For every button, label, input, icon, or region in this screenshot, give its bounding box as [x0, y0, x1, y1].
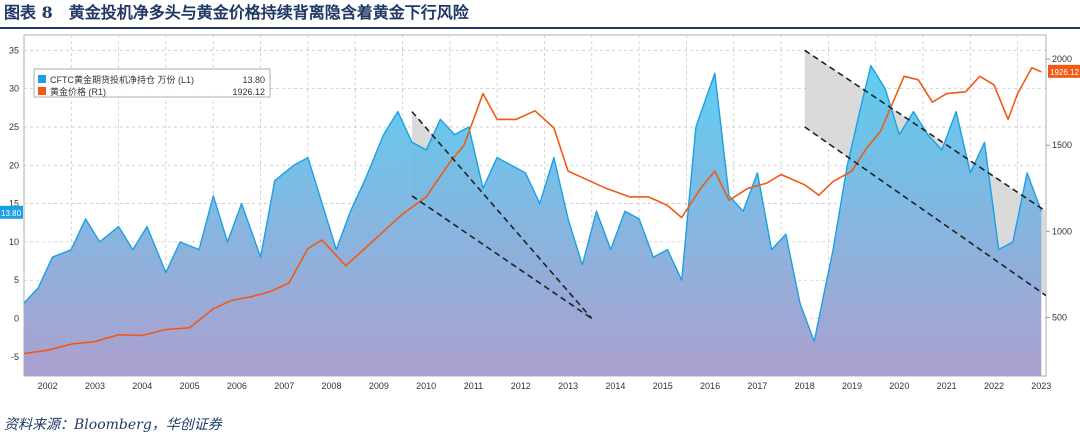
x-tick-label: 2013	[558, 381, 578, 391]
chart-area: 2002 2003 2004 2005 2006 2007 2008 2009 2010 2011…	[0, 31, 1080, 409]
legend-label: CFTC黄金期货投机净持仓 万份 (L1)	[50, 74, 194, 85]
x-tick-label: 2020	[889, 381, 909, 391]
chart-svg: 2002 2003 2004 2005 2006 2007 2008 2009 2010 2011…	[0, 34, 1080, 391]
right-value-badge-text: 1926.12	[1050, 68, 1079, 77]
legend-label: 黄金价格 (R1)	[50, 86, 106, 97]
left-tick-label: 10	[9, 237, 19, 247]
left-tick-label: 20	[9, 160, 19, 170]
x-tick-label: 2012	[511, 381, 531, 391]
x-tick-label: 2014	[605, 381, 625, 391]
left-tick-label: 30	[9, 84, 19, 94]
cftc-line	[24, 65, 1042, 343]
right-tick-label: 2000	[1052, 54, 1072, 64]
x-tick-label: 2004	[132, 381, 152, 391]
x-tick-label: 2016	[700, 381, 720, 391]
left-tick-label: 5	[14, 275, 19, 285]
x-tick-label: 2005	[180, 381, 200, 391]
left-tick-label: 35	[9, 45, 19, 55]
x-tick-label: 2017	[747, 381, 767, 391]
legend-value: 1926.12	[232, 87, 265, 97]
source-note: 资料来源：Bloomberg，华创证券	[4, 417, 222, 433]
left-value-badge-text: 13.80	[1, 209, 22, 218]
x-tick-label: 2006	[227, 381, 247, 391]
right-value-badge	[1048, 64, 1080, 78]
gold-price-line	[24, 66, 1042, 355]
cftc-area	[24, 65, 1042, 376]
right-tick-label: 1500	[1052, 140, 1072, 150]
right-tick-label: 500	[1052, 312, 1067, 322]
x-tick-label: 2021	[937, 381, 957, 391]
x-tick-label: 2002	[38, 381, 58, 391]
x-tick-label: 2019	[842, 381, 862, 391]
left-tick-label: 25	[9, 122, 19, 132]
x-tick-label: 2015	[653, 381, 673, 391]
x-tick-label: 2003	[85, 381, 105, 391]
legend-swatch	[38, 87, 46, 95]
legend-box	[33, 68, 271, 98]
left-tick-label: -5	[11, 352, 19, 362]
x-tick-label: 2011	[464, 381, 483, 391]
title-rule	[0, 27, 1080, 29]
x-tick-label: 2022	[984, 381, 1004, 391]
legend-swatch	[38, 75, 46, 83]
left-tick-label: 0	[14, 314, 19, 324]
x-tick-label: 2008	[322, 381, 342, 391]
x-tick-label: 2007	[274, 381, 294, 391]
x-tick-label: 2009	[369, 381, 389, 391]
legend-value: 13.80	[242, 75, 265, 85]
band-1-lower-edge	[411, 195, 593, 320]
band-2-upper-edge	[804, 49, 1047, 212]
chart-title: 图表 8 黄金投机净多头与黄金价格持续背离隐含着黄金下行风险	[4, 3, 469, 22]
x-tick-label: 2018	[795, 381, 815, 391]
left-tick-label: 15	[9, 199, 19, 209]
right-tick-label: 1000	[1052, 226, 1072, 236]
left-value-badge	[0, 205, 23, 219]
band-2-lower-edge	[804, 126, 1047, 297]
x-tick-label: 2023	[1031, 381, 1051, 391]
band-1-upper-edge	[411, 111, 593, 320]
plot-group	[24, 65, 1042, 376]
x-tick-label: 2010	[416, 381, 436, 391]
legend: CFTC黄金期货投机净持仓 万份 (L1) 13.80 黄金价格 (R1) 1926.…	[33, 68, 271, 98]
